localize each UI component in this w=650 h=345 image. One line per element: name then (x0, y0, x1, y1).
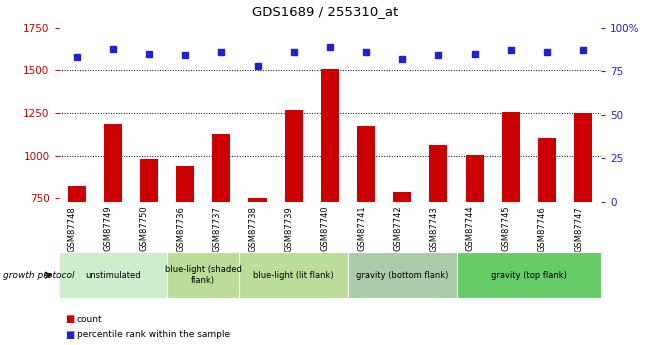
Text: GSM87743: GSM87743 (430, 206, 438, 252)
Text: ■: ■ (65, 330, 74, 339)
Bar (430, 146, 447, 202)
Bar (213, 134, 230, 202)
Text: blue-light (lit flank): blue-light (lit flank) (254, 270, 334, 280)
Text: unstimulated: unstimulated (85, 270, 140, 280)
Bar (68, 186, 86, 202)
Text: growth protocol: growth protocol (3, 270, 75, 280)
Bar (456, 252, 601, 298)
Text: GSM87736: GSM87736 (176, 206, 185, 252)
Text: GSM87748: GSM87748 (68, 206, 77, 252)
Bar (357, 126, 375, 202)
Text: count: count (77, 315, 102, 324)
Bar (140, 159, 158, 202)
Text: GSM87744: GSM87744 (465, 206, 474, 252)
Bar (104, 124, 122, 202)
Bar (574, 113, 592, 202)
Bar (348, 252, 456, 298)
Text: GSM87750: GSM87750 (140, 206, 149, 252)
Text: GDS1689 / 255310_at: GDS1689 / 255310_at (252, 5, 398, 18)
Text: GSM87737: GSM87737 (213, 206, 221, 252)
Text: blue-light (shaded
flank): blue-light (shaded flank) (165, 265, 242, 285)
Text: GSM87747: GSM87747 (574, 206, 583, 252)
Bar (393, 193, 411, 202)
Text: GSM87742: GSM87742 (393, 206, 402, 252)
Bar (538, 138, 556, 202)
Bar (285, 110, 303, 202)
Text: GSM87749: GSM87749 (104, 206, 113, 252)
Bar (239, 252, 348, 298)
Text: GSM87740: GSM87740 (321, 206, 330, 252)
Text: gravity (bottom flank): gravity (bottom flank) (356, 270, 448, 280)
Text: GSM87745: GSM87745 (502, 206, 511, 252)
Text: GSM87738: GSM87738 (248, 206, 257, 252)
Bar (58, 252, 167, 298)
Bar (248, 198, 266, 202)
Text: GSM87741: GSM87741 (357, 206, 366, 252)
Bar (502, 112, 520, 202)
Bar (465, 155, 484, 202)
Text: ■: ■ (65, 314, 74, 324)
Bar (176, 166, 194, 202)
Bar (321, 69, 339, 202)
Text: GSM87739: GSM87739 (285, 206, 294, 252)
Bar (167, 252, 239, 298)
Text: GSM87746: GSM87746 (538, 206, 547, 252)
Text: gravity (top flank): gravity (top flank) (491, 270, 567, 280)
Text: percentile rank within the sample: percentile rank within the sample (77, 330, 230, 339)
